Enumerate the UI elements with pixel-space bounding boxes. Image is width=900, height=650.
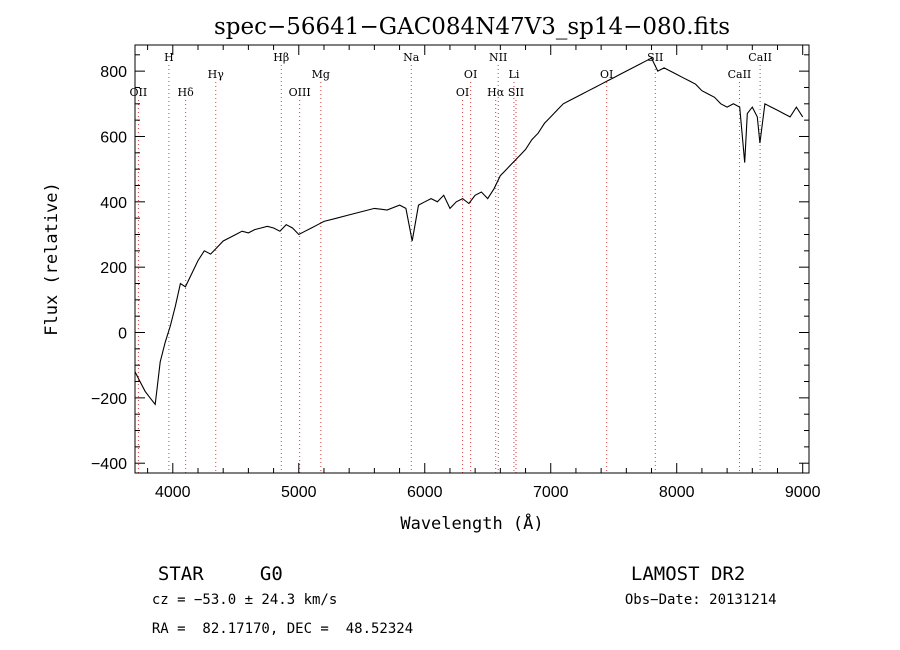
- x-tick-label: 5000: [281, 484, 317, 501]
- spectral-line-label: SII: [508, 86, 524, 99]
- spectral-line-label: Hδ: [178, 86, 195, 99]
- object-class: STAR: [135, 541, 204, 585]
- spectral-line-label: OI: [456, 86, 469, 99]
- spectrum-line: [134, 57, 804, 406]
- spectral-line-label: OI: [464, 68, 477, 81]
- chart-title: spec−56641−GAC084N47V3_sp14−080.fits: [214, 14, 730, 40]
- y-tick-label: 400: [100, 195, 127, 212]
- x-tick-label: 4000: [155, 484, 191, 501]
- x-axis-label: Wavelength (Å): [400, 512, 543, 534]
- spectral-line-label: CaII: [748, 51, 772, 64]
- object-subclass-value: G0: [259, 563, 283, 585]
- y-axis: −400 −200 0 200 400 600 800: [91, 54, 809, 473]
- spectral-line-label: OI: [600, 68, 613, 81]
- spectral-line-label: Hα: [487, 86, 505, 99]
- plot-frame: [134, 44, 810, 474]
- coordinates: RA = 82.17170, DEC = 48.52324: [135, 605, 413, 637]
- redshift-info: cz = −53.0 ± 24.3 km/s: [135, 576, 337, 608]
- survey-label: LAMOST DR2: [608, 541, 745, 585]
- spectral-line-label: Li: [509, 68, 520, 81]
- y-tick-label: 0: [118, 326, 127, 343]
- y-tick-label: 200: [100, 260, 127, 277]
- spectral-line-label: H: [164, 51, 174, 64]
- object-class-value: STAR: [157, 563, 204, 585]
- x-tick-label: 6000: [407, 484, 443, 501]
- object-subclass: G0: [237, 541, 283, 585]
- y-tick-label: 800: [100, 64, 127, 81]
- x-tick-label: 7000: [533, 484, 569, 501]
- spectral-line-label: OIII: [289, 86, 311, 99]
- spectral-line-label: Mg: [312, 68, 330, 81]
- spectral-line-label: CaII: [728, 68, 752, 81]
- x-tick-label: 8000: [659, 484, 695, 501]
- y-tick-label: −400: [91, 456, 127, 473]
- y-tick-label: −200: [91, 391, 127, 408]
- obs-date: Obs−Date: 20131214: [608, 576, 777, 608]
- spectral-line-label: Hβ: [273, 51, 289, 64]
- coordinates-value: RA = 82.17170, DEC = 48.52324: [151, 621, 414, 637]
- survey-value: LAMOST DR2: [630, 563, 746, 585]
- spectral-line-label: SII: [647, 51, 663, 64]
- x-tick-label: 9000: [785, 484, 821, 501]
- spectral-line-label: NII: [489, 51, 507, 64]
- obs-date-value: Obs−Date: 20131214: [624, 592, 777, 608]
- redshift-value: cz = −53.0 ± 24.3 km/s: [151, 592, 338, 608]
- x-axis: 4000 5000 6000 7000 8000 9000: [147, 45, 821, 501]
- y-tick-label: 600: [100, 129, 127, 146]
- spectral-line-label: Na: [403, 51, 420, 64]
- spectral-line-label: Hγ: [208, 68, 225, 81]
- y-axis-label: Flux (relative): [42, 182, 62, 336]
- spectral-line-label: OII: [130, 86, 148, 99]
